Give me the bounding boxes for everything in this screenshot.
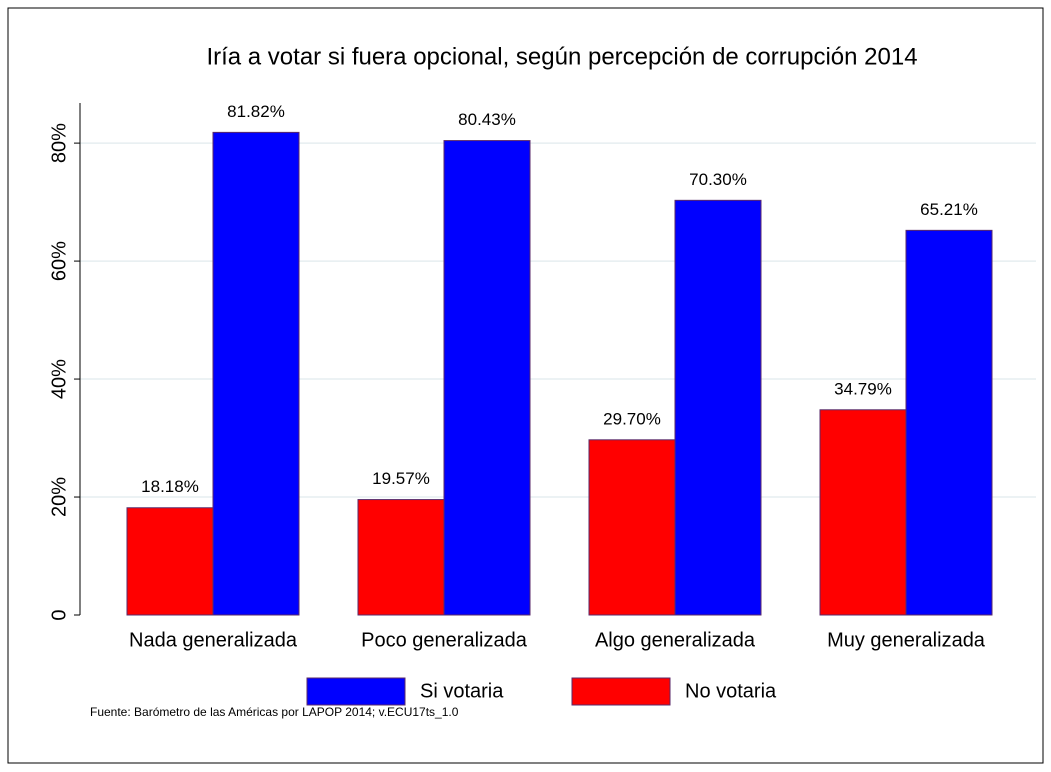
x-tick-label: Nada generalizada xyxy=(129,629,298,651)
y-tick-label: 0 xyxy=(48,609,70,620)
bar xyxy=(819,409,907,616)
bar xyxy=(212,131,300,616)
value-label: 80.43% xyxy=(458,110,516,129)
value-label: 29.70% xyxy=(603,409,661,428)
legend-label: Si votaria xyxy=(420,680,504,702)
value-label: 18.18% xyxy=(141,477,199,496)
chart-title: Iría a votar si fuera opcional, según pe… xyxy=(206,43,917,70)
y-tick-label: 80% xyxy=(48,123,70,163)
bar xyxy=(588,439,676,616)
value-label: 65.21% xyxy=(920,200,978,219)
x-tick-label: Algo generalizada xyxy=(595,629,756,651)
x-tick-label: Poco generalizada xyxy=(361,629,528,651)
legend-swatch xyxy=(571,677,671,706)
value-label: 70.30% xyxy=(689,170,747,189)
bar xyxy=(357,499,445,616)
source-note: Fuente: Barómetro de las Américas por LA… xyxy=(90,705,459,719)
legend-swatch xyxy=(306,677,406,706)
y-tick-label: 20% xyxy=(48,477,70,517)
value-label: 81.82% xyxy=(227,102,285,121)
x-tick-label: Muy generalizada xyxy=(827,629,986,651)
legend-label: No votaria xyxy=(685,680,777,702)
y-tick-label: 60% xyxy=(48,241,70,281)
value-label: 19.57% xyxy=(372,469,430,488)
y-tick-label: 40% xyxy=(48,359,70,399)
bar xyxy=(126,507,214,616)
bar xyxy=(905,229,993,616)
bar xyxy=(674,199,762,616)
value-label: 34.79% xyxy=(834,379,892,398)
bar xyxy=(443,140,531,616)
